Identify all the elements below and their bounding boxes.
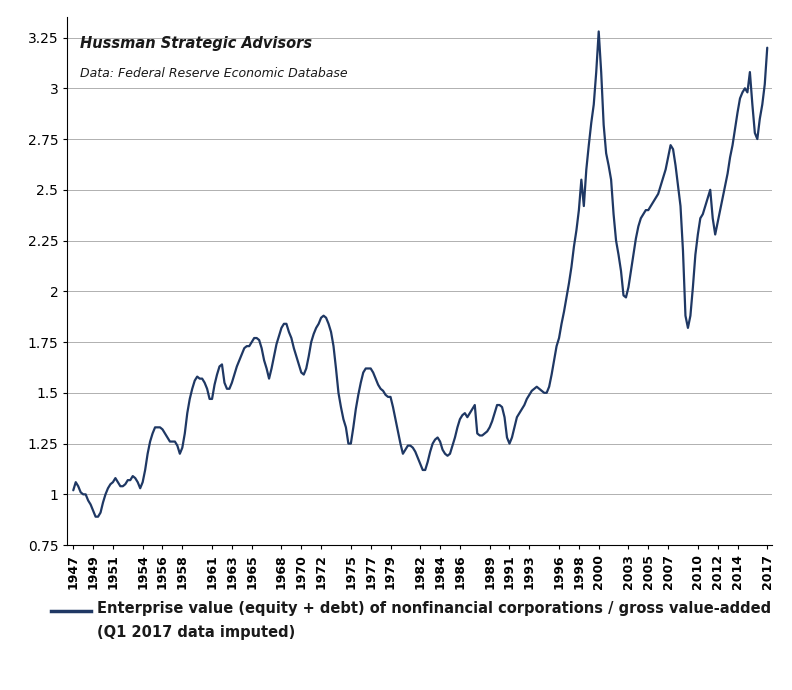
- Text: Data: Federal Reserve Economic Database: Data: Federal Reserve Economic Database: [80, 68, 348, 81]
- Text: (Q1 2017 data imputed): (Q1 2017 data imputed): [97, 625, 295, 640]
- Text: Hussman Strategic Advisors: Hussman Strategic Advisors: [80, 36, 312, 51]
- Text: Enterprise value (equity + debt) of nonfinancial corporations / gross value-adde: Enterprise value (equity + debt) of nonf…: [97, 601, 771, 616]
